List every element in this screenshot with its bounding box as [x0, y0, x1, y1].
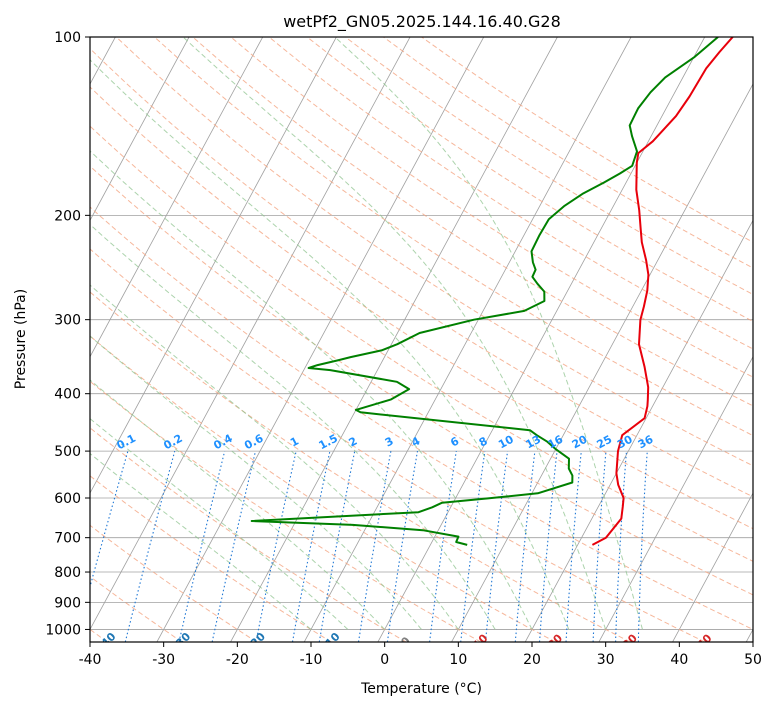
- dry-adiabat: [90, 47, 753, 498]
- y-tick-label: 500: [54, 444, 81, 460]
- isotherm-line: [230, 37, 558, 642]
- moist-adiabat: [90, 150, 533, 630]
- moist-adiabat: [90, 284, 459, 630]
- isotherm-line: [672, 492, 753, 642]
- isotherm-line: [90, 37, 190, 222]
- mixing-ratio-line: [386, 451, 419, 642]
- mixing-ratio-line: [255, 450, 297, 642]
- dry-adiabat: [90, 125, 753, 562]
- moist-adiabat: [90, 379, 386, 630]
- y-tick-label: 700: [54, 531, 81, 547]
- y-axis: 100 200 300 400 500 600 700 800 900 1000: [45, 30, 90, 638]
- isotherm-line: [90, 37, 264, 358]
- x-tick-label: 50: [744, 652, 762, 668]
- dry-adiabat: [268, 37, 753, 350]
- isotherm-line: [156, 37, 485, 642]
- plot-area: [90, 37, 753, 642]
- isotherm-line: [90, 37, 411, 631]
- mixing-ratio-line: [211, 450, 257, 642]
- mixing-ratio-line: [124, 450, 176, 642]
- dry-adiabat: [154, 37, 753, 437]
- mixing-ratio-line: [90, 450, 129, 589]
- mixing-ratio-label: 30: [615, 433, 635, 452]
- mixing-ratio-line: [565, 451, 582, 642]
- mixing-ratio-label: 36: [636, 433, 656, 452]
- dry-adiabat: [90, 291, 631, 642]
- x-tick-label: -30: [152, 652, 175, 668]
- dry-adiabat: [90, 524, 257, 642]
- mixing-ratio-line: [484, 451, 509, 642]
- dry-adiabat: [90, 248, 706, 642]
- isotherm-line: [524, 219, 753, 642]
- dry-adiabat-label: 10: [470, 631, 490, 651]
- x-tick-label: 40: [670, 652, 688, 668]
- moist-adiabat: [90, 452, 312, 630]
- y-tick-label: 200: [54, 208, 81, 224]
- dry-adiabat: [90, 427, 407, 642]
- dry-adiabat: [344, 37, 753, 295]
- chart-title: wetPf2_GN05.2025.144.16.40.G28: [283, 12, 561, 32]
- x-tick-label: 30: [597, 652, 615, 668]
- mixing-ratio-line: [429, 451, 457, 642]
- y-tick-label: 800: [54, 565, 81, 581]
- y-tick-label: 600: [54, 491, 81, 507]
- mixing-ratio-label: 13: [523, 433, 543, 452]
- dry-adiabat-label: 40: [695, 631, 715, 651]
- y-axis-label: Pressure (hPa): [13, 289, 29, 389]
- mixing-ratio-label: 25: [595, 433, 615, 452]
- mixing-ratio-line: [460, 451, 486, 642]
- y-tick-label: 1000: [45, 622, 81, 638]
- dry-adiabat: [115, 37, 753, 467]
- y-tick-label: 100: [54, 30, 81, 46]
- isotherm-line: [377, 37, 706, 642]
- x-axis-label: Temperature (°C): [360, 681, 482, 697]
- plot-frame: [89, 36, 754, 643]
- moist-adiabat: [334, 37, 643, 630]
- y-tick-label: 900: [54, 595, 81, 611]
- isotherm-line: [598, 355, 753, 642]
- mixing-ratio-line: [178, 450, 226, 642]
- dry-adiabat: [90, 335, 556, 642]
- plot-background: [90, 37, 753, 642]
- dry-adiabat: [90, 575, 183, 642]
- moist-adiabat: [90, 59, 570, 630]
- x-axis: -40 -30 -20 -10 0 10 20 30 40 50: [79, 642, 762, 668]
- x-tick-label: -10: [300, 652, 323, 668]
- dry-adiabat: [90, 475, 332, 642]
- moist-adiabat: [90, 223, 496, 630]
- x-tick-label: 0: [380, 652, 389, 668]
- dry-adiabat-label: 0: [398, 634, 413, 649]
- dry-adiabat-label: 20: [545, 631, 565, 651]
- x-tick-label: -40: [79, 652, 102, 668]
- mixing-ratio-label: 20: [570, 433, 590, 452]
- moist-adiabat: [90, 417, 349, 630]
- mixing-ratio-line: [538, 451, 558, 642]
- dry-adiabat: [90, 206, 753, 630]
- dry-adiabat: [90, 380, 482, 642]
- x-tick-label: -20: [226, 652, 249, 668]
- x-tick-label: 10: [449, 652, 467, 668]
- temperature-line: [591, 37, 734, 546]
- dry-adiabat-label: 30: [620, 631, 640, 651]
- dry-adiabat: [306, 37, 753, 322]
- mixing-ratio-label: 10: [496, 433, 516, 452]
- moist-adiabat: [182, 37, 607, 630]
- mixing-ratio-label: 16: [546, 433, 566, 452]
- isotherm-line: [451, 83, 753, 642]
- isotherm-line: [90, 37, 337, 494]
- dry-adiabat: [90, 165, 753, 596]
- y-tick-label: 300: [54, 313, 81, 329]
- y-tick-label: 400: [54, 387, 81, 403]
- dewpoint-line: [250, 37, 719, 546]
- x-tick-label: 20: [523, 652, 541, 668]
